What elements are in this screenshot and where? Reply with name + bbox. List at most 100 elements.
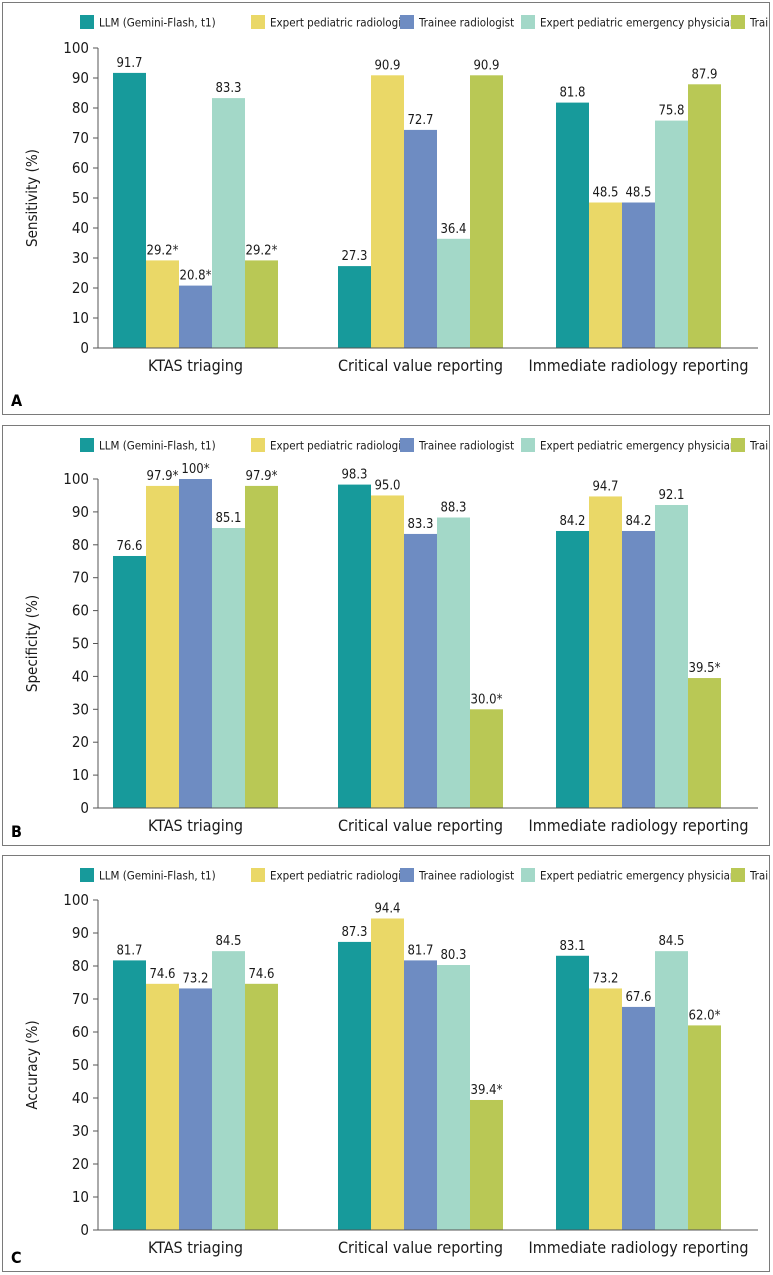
chart2-y-tick-label: 40 — [72, 667, 89, 685]
chart2-bar-value-label: 95.0 — [374, 478, 400, 493]
chart1-legend-swatch-5 — [731, 15, 745, 29]
chart2-y-tick-label: 60 — [72, 602, 89, 620]
chart1-y-tick-label: 0 — [80, 339, 89, 357]
chart1-bar-value-label: 87.9 — [691, 67, 717, 82]
chart3-category-label: KTAS triaging — [148, 1238, 243, 1257]
chart1-bar-value-label: 29.2* — [147, 243, 179, 258]
chart1-panel-letter: A — [11, 391, 23, 410]
chart3-bar — [589, 988, 622, 1230]
chart3-legend-swatch-1 — [80, 868, 94, 882]
chart3-y-tick-label: 10 — [72, 1188, 89, 1206]
chart2-y-tick-label: 10 — [72, 766, 89, 784]
chart2-category-label: KTAS triaging — [148, 816, 243, 835]
chart2-bar — [437, 517, 470, 808]
chart2-bar — [146, 485, 179, 808]
chart3-legend-swatch-5 — [731, 868, 745, 882]
chart3-bar-value-label: 83.1 — [559, 939, 585, 954]
chart2-legend-swatch-5 — [731, 438, 745, 452]
chart3-bar-value-label: 67.6 — [625, 990, 651, 1005]
chart3-bar-value-label: 81.7 — [407, 943, 433, 958]
chart3-legend-label-3: Trainee radiologist — [418, 869, 514, 883]
chart3-bar-value-label: 94.4 — [374, 901, 400, 916]
chart1-category-label: KTAS triaging — [148, 356, 243, 375]
chart2-panel-letter: B — [11, 822, 22, 841]
chart1-bar — [589, 202, 622, 348]
chart2-bar — [245, 485, 278, 808]
chart2-bar — [556, 530, 589, 808]
chart2-bar — [212, 528, 245, 808]
chart1-category-label: Immediate radiology reporting — [528, 356, 748, 375]
chart2-legend-swatch-3 — [400, 438, 414, 452]
chart1-bar-value-label: 83.3 — [215, 81, 241, 96]
chart1-y-tick-label: 60 — [72, 159, 89, 177]
chart1-bar — [338, 266, 371, 348]
chart1-bar-value-label: 36.4 — [440, 222, 466, 237]
chart1-y-tick-label: 70 — [72, 129, 89, 147]
chart3-bar-value-label: 80.3 — [440, 948, 466, 963]
chart1-y-tick-label: 50 — [72, 189, 89, 207]
chart2-legend-swatch-2 — [251, 438, 265, 452]
chart3-legend-label-5: Trainee pediatrician — [749, 869, 769, 883]
chart-panel-accuracy: LLM (Gemini-Flash, t1) Expert pediatric r… — [2, 855, 770, 1272]
chart3-bar-value-label: 74.6 — [248, 967, 274, 982]
chart2-bar — [404, 533, 437, 808]
chart1-bar-value-label: 48.5 — [625, 186, 651, 201]
chart3-y-tick-label: 70 — [72, 990, 89, 1008]
chart2-legend-label-2: Expert pediatric radiologist — [270, 439, 411, 453]
chart3-legend-label-1: LLM (Gemini-Flash, t1) — [99, 869, 216, 883]
chart1-bar — [245, 260, 278, 348]
chart3-bar-value-label: 73.2 — [182, 971, 208, 986]
chart2-y-tick-label: 70 — [72, 569, 89, 587]
chart3-legend-swatch-3 — [400, 868, 414, 882]
chart2-bar-value-label: 76.6 — [116, 539, 142, 554]
chart2-bar-value-label: 84.2 — [625, 514, 651, 529]
chart2-bar-value-label: 39.5* — [689, 661, 721, 676]
chart1-bar-value-label: 90.9 — [473, 58, 499, 73]
chart3-bar — [371, 918, 404, 1230]
chart2-legend-label-3: Trainee radiologist — [418, 439, 514, 453]
chart3-bar-value-label: 84.5 — [215, 934, 241, 949]
chart3-bar — [556, 955, 589, 1230]
chart1-bar-value-label: 91.7 — [116, 56, 142, 71]
chart1-legend-swatch-3 — [400, 15, 414, 29]
chart1-y-tick-label: 10 — [72, 309, 89, 327]
chart2-y-tick-label: 0 — [80, 799, 89, 817]
chart3-bar — [404, 960, 437, 1230]
chart1-y-axis-title: Sensitivity (%) — [23, 149, 41, 247]
chart2-bar — [470, 709, 503, 808]
chart2-bar — [688, 678, 721, 808]
chart1-bar-value-label: 20.8* — [180, 269, 212, 284]
chart2-legend-label-5: Trainee pediatrician — [749, 439, 769, 453]
accuracy-chart: LLM (Gemini-Flash, t1) Expert pediatric r… — [11, 868, 769, 1267]
chart1-bar-value-label: 81.8 — [559, 86, 585, 101]
chart1-category-label: Critical value reporting — [338, 356, 503, 375]
chart1-legend-swatch-1 — [80, 15, 94, 29]
chart1-y-tick-label: 20 — [72, 279, 89, 297]
chart3-y-tick-label: 40 — [72, 1089, 89, 1107]
chart3-bar-value-label: 74.6 — [149, 967, 175, 982]
chart3-category-label: Immediate radiology reporting — [528, 1238, 748, 1257]
chart2-bar — [589, 496, 622, 808]
chart2-bar-value-label: 98.3 — [341, 468, 367, 483]
chart1-legend-label-1: LLM (Gemini-Flash, t1) — [99, 16, 216, 30]
chart1-legend-swatch-2 — [251, 15, 265, 29]
chart2-legend-swatch-1 — [80, 438, 94, 452]
chart1-bar — [179, 285, 212, 348]
chart2-bar-value-label: 85.1 — [215, 511, 241, 526]
chart1-legend-swatch-4 — [521, 15, 535, 29]
chart2-category-label: Critical value reporting — [338, 816, 503, 835]
chart1-legend-label-3: Trainee radiologist — [418, 16, 514, 30]
chart3-bar — [437, 965, 470, 1230]
chart3-bar — [470, 1099, 503, 1230]
chart3-y-tick-label: 30 — [72, 1122, 89, 1140]
chart1-bar — [437, 238, 470, 348]
chart1-y-tick-label: 100 — [63, 39, 89, 57]
chart3-bar-value-label: 73.2 — [592, 971, 618, 986]
chart3-y-tick-label: 80 — [72, 957, 89, 975]
chart1-bar-value-label: 29.2* — [246, 243, 278, 258]
chart3-category-label: Critical value reporting — [338, 1238, 503, 1257]
chart2-bar-value-label: 97.9* — [147, 469, 179, 484]
chart2-bar-value-label: 88.3 — [440, 500, 466, 515]
chart2-bar-value-label: 84.2 — [559, 514, 585, 529]
chart3-bar — [245, 983, 278, 1230]
